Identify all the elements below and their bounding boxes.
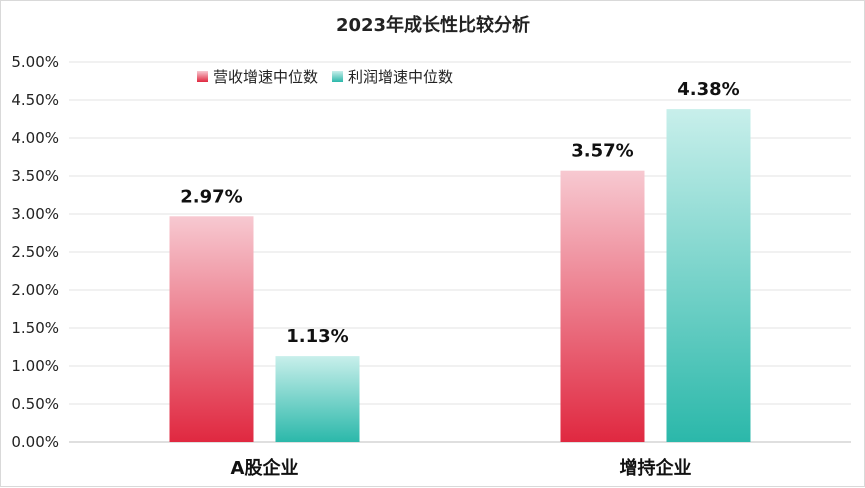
y-tick-label: 4.50% [11,91,59,109]
data-label: 3.57% [571,141,633,162]
data-label: 1.13% [286,326,348,347]
y-tick-label: 4.00% [11,129,59,147]
legend-label: 利润增速中位数 [348,68,453,86]
data-label: 2.97% [180,186,242,207]
bar [560,170,645,442]
legend: 营收增速中位数 利润增速中位数 [197,68,453,86]
y-tick-label: 0.00% [11,433,59,451]
y-tick-label: 3.00% [11,205,59,223]
legend-label: 营收增速中位数 [213,68,318,86]
data-labels: 2.97% 1.13% 3.57% 4.38% [180,79,739,347]
bar [275,356,360,442]
legend-swatch [332,71,344,82]
y-tick-label: 3.50% [11,167,59,185]
x-tick-label: A股企业 [231,457,299,479]
y-tick-label: 1.50% [11,319,59,337]
legend-swatch [197,71,208,82]
x-axis: A股企业 增持企业 [231,457,692,479]
y-axis: 0.00% 0.50% 1.00% 1.50% 2.00% 2.50% 3.00% 3.50%… [11,53,59,451]
x-tick-label: 增持企业 [620,457,692,479]
bar [666,109,751,443]
chart-title: 2023年成长性比较分析 [336,14,530,36]
y-tick-label: 0.50% [11,395,59,413]
y-tick-label: 2.00% [11,281,59,299]
data-label: 4.38% [677,79,739,100]
bars [169,109,751,443]
y-tick-label: 2.50% [11,243,59,261]
y-tick-label: 1.00% [11,357,59,375]
bar [169,216,254,442]
y-tick-label: 5.00% [11,53,59,71]
